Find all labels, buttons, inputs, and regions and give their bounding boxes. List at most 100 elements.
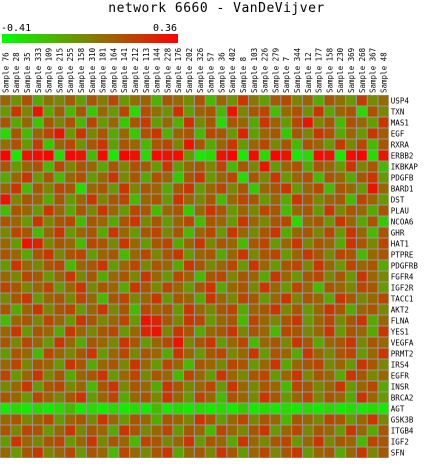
heatmap-cell [205,337,216,348]
heatmap-cell [216,315,227,326]
heatmap-cell [378,447,389,458]
heatmap-cell [238,337,248,348]
heatmap-cell [194,414,205,425]
heatmap-cell [324,128,335,139]
heatmap-cell [367,139,378,150]
heatmap-cell [97,436,108,447]
heatmap-cell [292,425,302,436]
heatmap-cell [335,348,346,359]
heatmap-cell [205,95,216,106]
heatmap-cell [22,392,32,403]
heatmap-cell [292,172,302,183]
heatmap-cell [227,315,238,326]
heatmap-cell [86,425,97,436]
heatmap-cell [205,304,216,315]
row-label: BRCA2 [391,394,414,403]
heatmap-cell [162,128,173,139]
heatmap-cell [76,436,86,447]
heatmap-cell [11,205,22,216]
heatmap-cell [54,326,65,337]
heatmap-cell [356,216,367,227]
heatmap-cell [162,150,173,161]
heatmap-cell [346,172,356,183]
heatmap-cell [313,348,324,359]
heatmap-cell [335,381,346,392]
heatmap-cell [270,425,281,436]
heatmap-cell [324,139,335,150]
heatmap-cell [270,370,281,381]
heatmap-cell [11,194,22,205]
heatmap-cell [205,161,216,172]
heatmap-cell [140,205,151,216]
heatmap-cell [248,436,259,447]
heatmap-cell [324,425,335,436]
heatmap-cell [216,249,227,260]
heatmap-cell [227,304,238,315]
heatmap-cell [324,282,335,293]
heatmap-cell [108,403,119,414]
heatmap-cell [378,95,389,106]
heatmap-cell [22,205,32,216]
heatmap-cell [76,260,86,271]
heatmap-cell [324,403,335,414]
heatmap-cell [119,381,130,392]
heatmap-cell [356,117,367,128]
heatmap-cell [76,128,86,139]
heatmap-cell [378,139,389,150]
heatmap-cell [140,194,151,205]
heatmap-cell [0,95,11,106]
heatmap-cell [335,282,346,293]
heatmap-cell [292,183,302,194]
heatmap-cell [335,238,346,249]
heatmap-cell [227,95,238,106]
heatmap-cell [108,337,119,348]
heatmap-cell [378,282,389,293]
heatmap-cell [281,337,292,348]
heatmap-cell [281,370,292,381]
heatmap-cell [227,128,238,139]
heatmap-cell [313,205,324,216]
row-label: SFN [391,449,405,458]
heatmap-cell [248,315,259,326]
heatmap-cell [259,183,270,194]
heatmap-cell [281,183,292,194]
heatmap-cell [140,227,151,238]
heatmap-cell [292,337,302,348]
heatmap-cell [227,172,238,183]
heatmap-cell [356,315,367,326]
heatmap-cell [0,381,11,392]
heatmap-cell [248,304,259,315]
heatmap-cell [0,436,11,447]
heatmap-cell [205,260,216,271]
heatmap-cell [86,326,97,337]
heatmap-cell [270,414,281,425]
heatmap-cell [184,150,194,161]
row-label: BARD1 [391,185,414,194]
heatmap-cell [162,95,173,106]
heatmap-cell [140,315,151,326]
heatmap-cell [76,425,86,436]
heatmap-cell [65,150,76,161]
heatmap-cell [173,337,184,348]
heatmap-cell [54,315,65,326]
heatmap-cell [11,271,22,282]
heatmap-cell [0,216,11,227]
heatmap-cell [173,436,184,447]
heatmap-cell [238,238,248,249]
heatmap-cell [302,392,313,403]
heatmap-cell [130,161,140,172]
heatmap-cell [140,271,151,282]
heatmap-cell [0,260,11,271]
heatmap-cell [97,249,108,260]
heatmap-cell [259,403,270,414]
heatmap-cell [140,293,151,304]
heatmap-cell [292,359,302,370]
heatmap-cell [22,436,32,447]
heatmap-cell [205,436,216,447]
heatmap-cell [119,205,130,216]
heatmap-cell [302,403,313,414]
heatmap-cell [248,359,259,370]
heatmap-cell [130,359,140,370]
heatmap-cell [32,117,43,128]
heatmap-cell [22,414,32,425]
